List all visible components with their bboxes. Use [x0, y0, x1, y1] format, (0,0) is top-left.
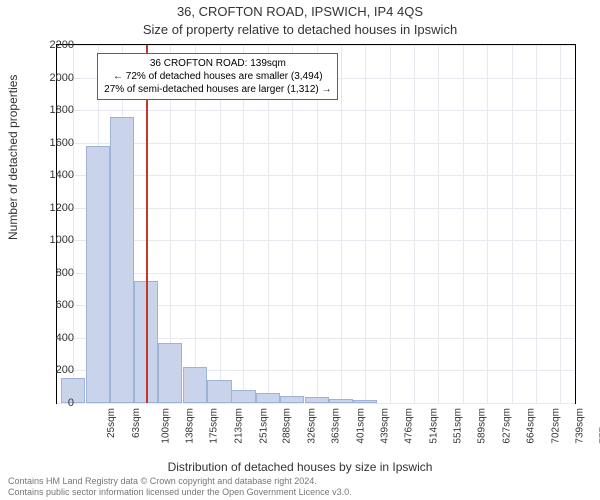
x-tick-label: 476sqm [404, 408, 415, 444]
x-tick-label: 175sqm [209, 408, 220, 444]
y-tick-label: 600 [44, 299, 74, 311]
x-tick-label: 702sqm [550, 408, 561, 444]
annotation-box: 36 CROFTON ROAD: 139sqm← 72% of detached… [97, 53, 338, 100]
y-tick-label: 400 [44, 332, 74, 344]
x-tick-label: 213sqm [233, 408, 244, 444]
x-tick-label: 739sqm [574, 408, 585, 444]
gridline-v [438, 45, 439, 403]
x-tick-label: 551sqm [452, 408, 463, 444]
histogram-bar [329, 399, 353, 403]
gridline-v [512, 45, 513, 403]
x-tick-label: 138sqm [185, 408, 196, 444]
title-main: 36, CROFTON ROAD, IPSWICH, IP4 4QS [0, 4, 600, 19]
x-tick-label: 439sqm [380, 408, 391, 444]
histogram-bar [207, 380, 231, 403]
gridline-v [536, 45, 537, 403]
y-tick-label: 1800 [44, 104, 74, 116]
histogram-bar [280, 396, 304, 403]
y-tick-label: 2200 [44, 39, 74, 51]
x-tick-label: 514sqm [428, 408, 439, 444]
x-axis-label: Distribution of detached houses by size … [0, 460, 600, 474]
gridline-v [341, 45, 342, 403]
x-tick-label: 401sqm [355, 408, 366, 444]
y-tick-label: 1400 [44, 169, 74, 181]
histogram-bar [353, 400, 377, 403]
annotation-line: 36 CROFTON ROAD: 139sqm [104, 57, 331, 70]
histogram-bar [305, 397, 329, 403]
x-tick-label: 363sqm [331, 408, 342, 444]
x-tick-label: 288sqm [282, 408, 293, 444]
gridline-v [390, 45, 391, 403]
gridline-v [73, 45, 74, 403]
histogram-bar [231, 390, 255, 403]
y-axis-label: Number of detached properties [6, 75, 20, 240]
histogram-bar [183, 367, 207, 403]
x-tick-label: 627sqm [502, 408, 513, 444]
histogram-bar [256, 393, 280, 403]
gridline-v [487, 45, 488, 403]
x-tick-label: 100sqm [160, 408, 171, 444]
x-tick-label: 589sqm [477, 408, 488, 444]
annotation-line: ← 72% of detached houses are smaller (3,… [104, 70, 331, 83]
footer-line-1: Contains HM Land Registry data © Crown c… [8, 476, 592, 487]
histogram-bar [158, 343, 182, 403]
chart-container: 36, CROFTON ROAD, IPSWICH, IP4 4QS Size … [0, 0, 600, 500]
gridline-h [57, 403, 575, 404]
y-tick-label: 0 [44, 397, 74, 409]
x-tick-label: 251sqm [258, 408, 269, 444]
gridline-v [414, 45, 415, 403]
plot-area: 36 CROFTON ROAD: 139sqm← 72% of detached… [56, 44, 576, 404]
y-tick-label: 800 [44, 267, 74, 279]
histogram-bar [110, 117, 134, 403]
footer-line-2: Contains public sector information licen… [8, 487, 592, 498]
y-tick-label: 2000 [44, 72, 74, 84]
footer-attribution: Contains HM Land Registry data © Crown c… [0, 474, 600, 500]
x-tick-label: 63sqm [131, 408, 142, 438]
gridline-v [463, 45, 464, 403]
gridline-v [560, 45, 561, 403]
y-tick-label: 1200 [44, 202, 74, 214]
x-tick-label: 664sqm [526, 408, 537, 444]
title-sub: Size of property relative to detached ho… [0, 22, 600, 37]
annotation-line: 27% of semi-detached houses are larger (… [104, 83, 331, 96]
y-tick-label: 200 [44, 364, 74, 376]
gridline-v [365, 45, 366, 403]
histogram-bar [86, 146, 110, 403]
x-tick-label: 25sqm [106, 408, 117, 438]
x-tick-label: 326sqm [307, 408, 318, 444]
y-tick-label: 1000 [44, 234, 74, 246]
y-tick-label: 1600 [44, 137, 74, 149]
